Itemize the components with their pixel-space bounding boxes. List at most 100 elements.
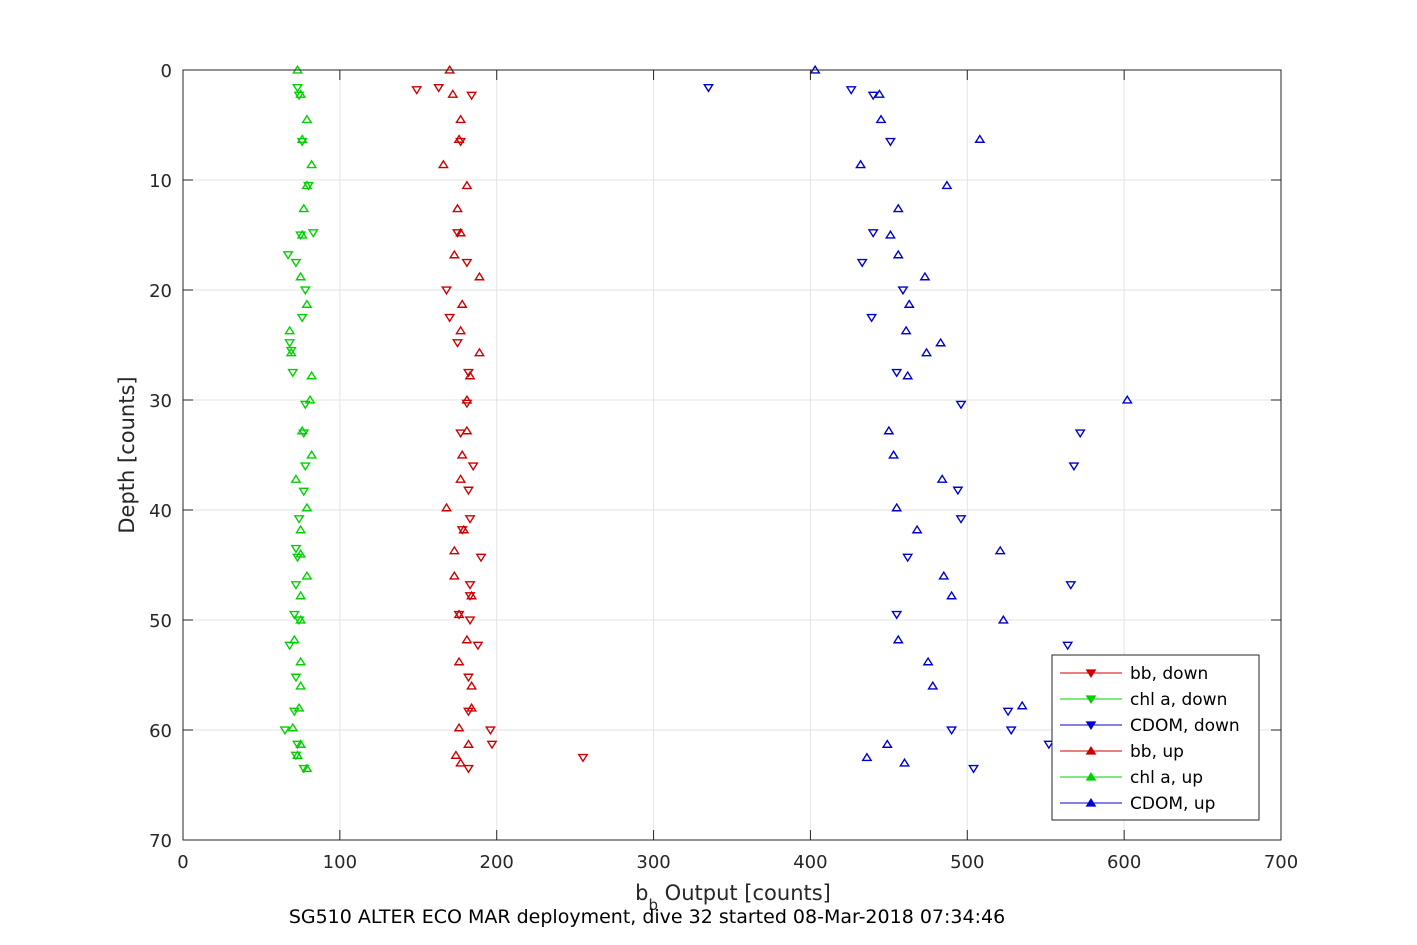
data-point	[455, 325, 467, 335]
data-point	[952, 486, 964, 496]
tick-labels: 0 100 200 300 400 500 600 700 0 10 20 30 40 50 60 70	[149, 61, 1298, 873]
data-point	[298, 203, 310, 213]
legend-item: CDOM, up	[1060, 794, 1215, 814]
data-point	[922, 656, 934, 666]
legend-label: bb, down	[1130, 664, 1208, 684]
data-point	[452, 229, 463, 238]
legend-item: bb, up	[1060, 742, 1184, 762]
chart-caption: SG510 ALTER ECO MAR deployment, dive 32 …	[289, 906, 1005, 928]
data-point	[295, 590, 307, 600]
x-tick-label: 500	[950, 852, 984, 873]
data-point	[911, 524, 923, 534]
data-point	[900, 325, 912, 335]
legend-label: chl a, down	[1130, 690, 1227, 710]
y-tick-label: 0	[161, 61, 172, 82]
data-point	[1062, 641, 1074, 651]
data-point	[902, 553, 914, 563]
data-point	[292, 750, 303, 759]
x-tick-label: 200	[480, 852, 514, 873]
data-point	[921, 347, 932, 357]
data-point	[464, 616, 476, 626]
data-point	[290, 474, 302, 483]
data-point	[881, 739, 893, 748]
data-point	[298, 487, 310, 497]
data-point	[466, 702, 478, 712]
data-point	[296, 425, 308, 435]
data-point	[453, 656, 465, 666]
data-point	[453, 609, 465, 619]
y-tick-label: 10	[149, 171, 172, 192]
data-point	[455, 114, 467, 124]
legend-marker	[1085, 772, 1097, 781]
data-point	[295, 524, 307, 534]
data-point	[301, 763, 313, 773]
data-point	[997, 614, 1009, 624]
data-point	[456, 526, 468, 535]
data-point	[463, 486, 474, 496]
data-point	[903, 299, 915, 308]
x-axis-label-main: b	[635, 881, 648, 905]
data-point	[295, 89, 307, 98]
data-point	[461, 634, 473, 644]
data-point	[466, 590, 478, 600]
data-point	[306, 370, 318, 380]
data-point	[456, 299, 468, 308]
data-points	[279, 64, 1133, 774]
data-point	[899, 757, 911, 767]
data-point	[855, 159, 867, 169]
legend-marker	[1085, 721, 1097, 730]
data-point	[461, 425, 473, 435]
data-point	[292, 740, 303, 750]
x-axis-label-rest: Output [counts]	[658, 881, 831, 905]
data-point	[463, 764, 474, 774]
data-point	[867, 229, 879, 238]
data-point	[453, 722, 465, 732]
data-point	[444, 313, 456, 323]
data-point	[461, 394, 473, 404]
data-point	[941, 180, 953, 190]
legend: bb, down chl a, down CDOM, down bb, up chl a…	[1051, 654, 1260, 821]
legend-item: bb, down	[1060, 664, 1208, 684]
legend-marker	[1085, 746, 1097, 755]
data-point	[307, 229, 319, 238]
data-point	[464, 370, 476, 380]
data-point	[1068, 462, 1080, 472]
data-point	[464, 592, 476, 601]
data-point	[946, 726, 958, 736]
series-bb-down	[411, 83, 589, 774]
data-point	[994, 545, 1006, 555]
y-tick-label: 70	[149, 831, 172, 852]
data-point	[461, 258, 473, 268]
data-point	[453, 134, 465, 143]
y-tick-label: 30	[149, 391, 172, 412]
data-point	[296, 134, 308, 143]
data-point	[306, 159, 318, 169]
data-point	[456, 449, 468, 459]
data-point	[1043, 740, 1055, 750]
data-point	[703, 83, 714, 93]
legend-marker	[1085, 695, 1097, 704]
x-tick-label: 700	[1264, 852, 1298, 873]
data-point	[301, 299, 313, 308]
data-point	[892, 203, 904, 213]
series-cdom-down	[703, 83, 1086, 774]
data-point	[285, 346, 297, 356]
data-point	[884, 137, 896, 147]
data-point	[301, 114, 313, 124]
x-tick-label: 0	[177, 852, 188, 873]
data-point	[866, 313, 878, 323]
data-point	[461, 399, 473, 409]
data-point	[974, 134, 986, 143]
data-point	[475, 553, 487, 563]
y-axis-label: Depth [counts]	[115, 376, 139, 533]
x-tick-label: 300	[636, 852, 670, 873]
data-point	[892, 634, 904, 644]
data-point	[295, 614, 307, 624]
data-point	[955, 400, 967, 410]
data-point	[295, 656, 307, 666]
y-tick-label: 20	[149, 281, 172, 302]
y-tick-label: 40	[149, 501, 172, 522]
data-point	[452, 339, 463, 348]
data-point	[441, 502, 452, 512]
y-tick-label: 60	[149, 721, 172, 742]
